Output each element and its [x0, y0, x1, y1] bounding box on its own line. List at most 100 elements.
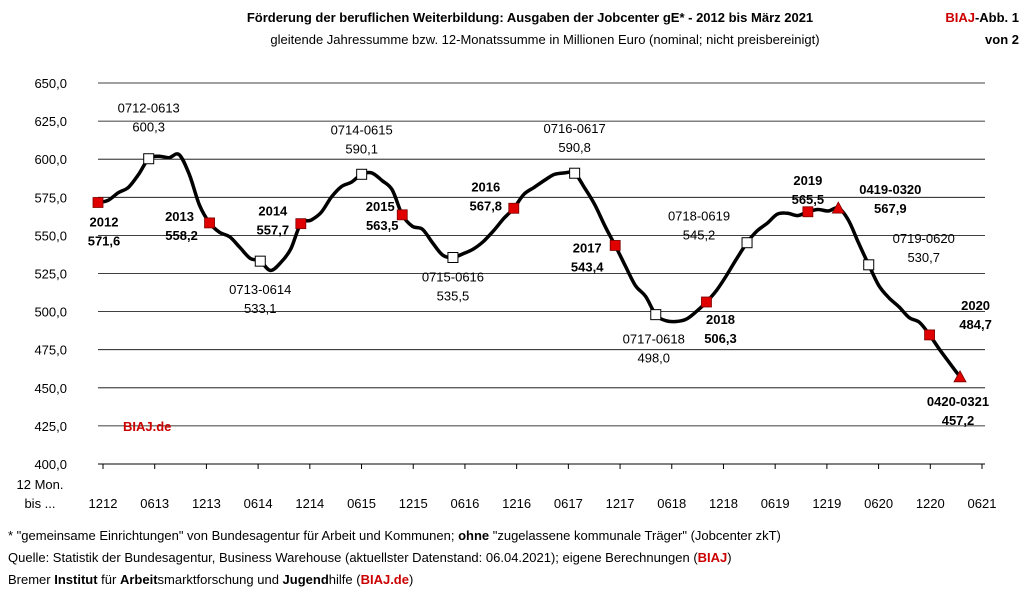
period-marker [447, 251, 459, 263]
data-label-value: 563,5 [366, 218, 399, 233]
data-label-value: 557,7 [257, 223, 290, 238]
data-label-period: 0715-0616 [422, 269, 484, 284]
data-label-value: 571,6 [88, 233, 121, 248]
x-tick-label: 1220 [916, 496, 945, 511]
watermark-brand: BIAJ.de [123, 419, 171, 434]
x-tick-label: 0616 [450, 496, 479, 511]
x-axis: 1212 0613 1213 0614 1214 0615 1215 0616 1216 0617… [89, 463, 997, 511]
x-tick-label: 0618 [657, 496, 686, 511]
data-label-value: 543,4 [571, 259, 604, 274]
data-label-period: 0712-0613 [118, 101, 180, 116]
grid-lines [98, 82, 985, 427]
data-labels: 2012 571,6 0712-0613 600,3 2013 558,2 0713-061… [88, 101, 992, 428]
year-marker [396, 209, 408, 221]
chart-title: Förderung der beruflichen Weiterbildung:… [247, 10, 813, 25]
data-label-period: 2016 [471, 179, 500, 194]
x-tick-label: 1219 [812, 496, 841, 511]
year-marker [295, 218, 307, 230]
footnote-institute: Bremer Institut für Arbeitsmarktforschun… [8, 572, 414, 587]
badge-rest: -Abb. 1 [975, 10, 1019, 25]
data-label-value: 498,0 [637, 351, 670, 366]
year-marker [924, 329, 935, 341]
x-tick-label: 1214 [295, 496, 324, 511]
y-tick-label: 550,0 [34, 228, 67, 243]
figure-badge: BIAJ-Abb. 1 [945, 10, 1019, 25]
year-marker [508, 202, 520, 214]
data-label-value: 530,7 [907, 250, 940, 265]
y-tick-label: 425,0 [34, 419, 67, 434]
data-label-value: 545,2 [683, 228, 716, 243]
y-tick-label: 475,0 [34, 343, 67, 358]
y-tick-label: 525,0 [34, 267, 67, 282]
latest-marker [953, 369, 967, 383]
x-tick-label: 1213 [192, 496, 221, 511]
y-tick-label: 400,0 [34, 457, 67, 472]
year-marker [92, 197, 104, 208]
period-marker [741, 237, 753, 249]
badge-brand: BIAJ [945, 10, 975, 25]
figure-badge-line2: von 2 [985, 32, 1019, 47]
y-axis-ticks: 400,0 425,0 450,0 475,0 500,0 525,0 550,0 575,0… [34, 76, 67, 472]
y-tick-label: 500,0 [34, 305, 67, 320]
data-label-value: 535,5 [437, 288, 470, 303]
footnote-source: Quelle: Statistik der Bundesagentur, Bus… [8, 550, 732, 565]
data-label-period: 0718-0619 [668, 209, 730, 224]
data-label-value: 567,9 [874, 201, 907, 216]
data-label-period: 0717-0618 [623, 332, 685, 347]
data-label-period: 2020 [961, 298, 990, 313]
data-label-period: 2012 [90, 214, 119, 229]
data-label-period: 2013 [165, 209, 194, 224]
data-label-value: 590,1 [345, 141, 378, 156]
x-tick-label: 0613 [140, 496, 169, 511]
x-tick-label: 0615 [347, 496, 376, 511]
x-tick-label: 1212 [89, 496, 118, 511]
x-tick-label: 1215 [399, 496, 428, 511]
y-tick-label: 575,0 [34, 190, 67, 205]
x-tick-label: 0621 [968, 496, 997, 511]
x-tick-label: 1218 [709, 496, 738, 511]
series-line [96, 152, 962, 379]
data-label-period: 0420-0321 [927, 394, 989, 409]
period-marker [254, 255, 266, 267]
data-label-value: 457,2 [942, 413, 975, 428]
data-label-period: 2015 [366, 199, 395, 214]
data-label-value: 600,3 [132, 120, 165, 135]
period-marker [143, 153, 155, 165]
data-label-period: 0419-0320 [859, 182, 921, 197]
x-tick-label: 0620 [864, 496, 893, 511]
period-marker [863, 259, 875, 271]
year-marker [204, 217, 215, 229]
data-label-value: 506,3 [704, 331, 737, 346]
data-label-period: 0719-0620 [893, 231, 955, 246]
data-label-period: 2018 [706, 312, 735, 327]
data-label-value: 590,8 [558, 140, 591, 155]
data-label-value: 484,7 [959, 317, 992, 332]
year-marker [609, 240, 621, 251]
data-label-value: 565,5 [792, 192, 825, 207]
data-label-period: 2014 [258, 204, 288, 219]
data-label-value: 558,2 [165, 228, 198, 243]
y-tick-label: 600,0 [34, 152, 67, 167]
footnote-line-1: * "gemeinsame Einrichtungen" von Bundesa… [8, 528, 781, 543]
chart-subtitle: gleitende Jahressumme bzw. 12-Monatssumm… [270, 32, 819, 47]
period-marker [650, 309, 662, 321]
x-axis-corner-line1: 12 Mon. [17, 477, 64, 492]
year-marker [701, 296, 712, 308]
series-line-path [96, 152, 962, 379]
data-label-value: 533,1 [244, 301, 277, 316]
data-label-period: 2017 [573, 240, 602, 255]
x-tick-label: 0617 [554, 496, 583, 511]
x-axis-corner-line2: bis ... [24, 496, 55, 511]
x-tick-label: 1217 [606, 496, 635, 511]
data-markers [92, 153, 967, 383]
x-tick-label: 1216 [502, 496, 531, 511]
data-label-period: 0713-0614 [229, 282, 291, 297]
data-label-period: 2019 [793, 173, 822, 188]
y-tick-label: 450,0 [34, 381, 67, 396]
data-label-value: 567,8 [470, 198, 503, 213]
data-label-period: 0716-0617 [544, 121, 606, 136]
x-tick-label: 0614 [244, 496, 273, 511]
y-tick-label: 650,0 [34, 76, 67, 91]
period-marker [569, 167, 581, 179]
